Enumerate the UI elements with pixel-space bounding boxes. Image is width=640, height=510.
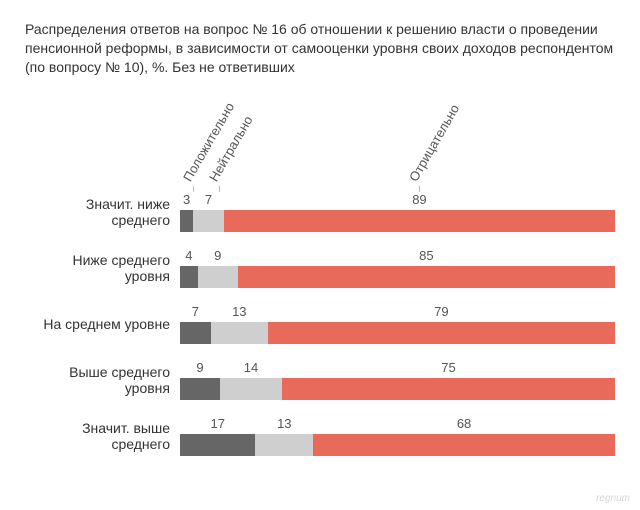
segment-positive: 17	[180, 434, 255, 456]
segment-value: 85	[419, 248, 433, 263]
chart-row: Значит. выше среднего171368	[25, 416, 615, 456]
bar-wrap: 91475	[180, 360, 615, 400]
segment-negative: 68	[313, 434, 615, 456]
chart-row: На среднем уровне71379	[25, 304, 615, 344]
series-label-negative: Отрицательно	[406, 101, 462, 183]
segment-value: 13	[277, 416, 291, 431]
row-label: Ниже среднего уровня	[25, 252, 180, 284]
bar: 3789	[180, 210, 615, 232]
row-label: Значит. ниже среднего	[25, 196, 180, 228]
watermark: regnum	[596, 493, 630, 504]
segment-value: 89	[412, 192, 426, 207]
bar-wrap: 171368	[180, 416, 615, 456]
segment-neutral: 14	[220, 378, 282, 400]
bar: 71379	[180, 322, 615, 344]
segment-value: 17	[210, 416, 224, 431]
chart-row: Значит. ниже среднего3789	[25, 192, 615, 232]
bar: 4985	[180, 266, 615, 288]
chart-title: Распределения ответов на вопрос № 16 об …	[25, 20, 615, 77]
segment-positive: 4	[180, 266, 198, 288]
segment-value: 3	[183, 192, 190, 207]
segment-value: 7	[192, 304, 199, 319]
segment-negative: 75	[282, 378, 615, 400]
bar-wrap: 3789	[180, 192, 615, 232]
segment-value: 9	[214, 248, 221, 263]
row-label: Значит. выше среднего	[25, 420, 180, 452]
segment-negative: 85	[238, 266, 615, 288]
bar: 171368	[180, 434, 615, 456]
segment-value: 9	[196, 360, 203, 375]
series-headers: ПоложительноНейтральноОтрицательно	[180, 132, 615, 192]
bar-wrap: 4985	[180, 248, 615, 288]
segment-value: 13	[232, 304, 246, 319]
segment-value: 14	[244, 360, 258, 375]
segment-positive: 3	[180, 210, 193, 232]
segment-positive: 9	[180, 378, 220, 400]
segment-negative: 79	[268, 322, 615, 344]
row-label: Выше среднего уровня	[25, 364, 180, 396]
segment-value: 7	[205, 192, 212, 207]
segment-value: 4	[185, 248, 192, 263]
row-label: На среднем уровне	[25, 316, 180, 332]
segment-neutral: 13	[211, 322, 268, 344]
bar: 91475	[180, 378, 615, 400]
chart-row: Ниже среднего уровня4985	[25, 248, 615, 288]
stacked-bar-chart: ПоложительноНейтральноОтрицательно Значи…	[25, 132, 615, 456]
segment-neutral: 7	[193, 210, 224, 232]
segment-positive: 7	[180, 322, 211, 344]
segment-value: 75	[441, 360, 455, 375]
segment-negative: 89	[224, 210, 615, 232]
chart-row: Выше среднего уровня91475	[25, 360, 615, 400]
bar-wrap: 71379	[180, 304, 615, 344]
segment-value: 68	[457, 416, 471, 431]
segment-neutral: 9	[198, 266, 238, 288]
segment-value: 79	[434, 304, 448, 319]
segment-neutral: 13	[255, 434, 313, 456]
